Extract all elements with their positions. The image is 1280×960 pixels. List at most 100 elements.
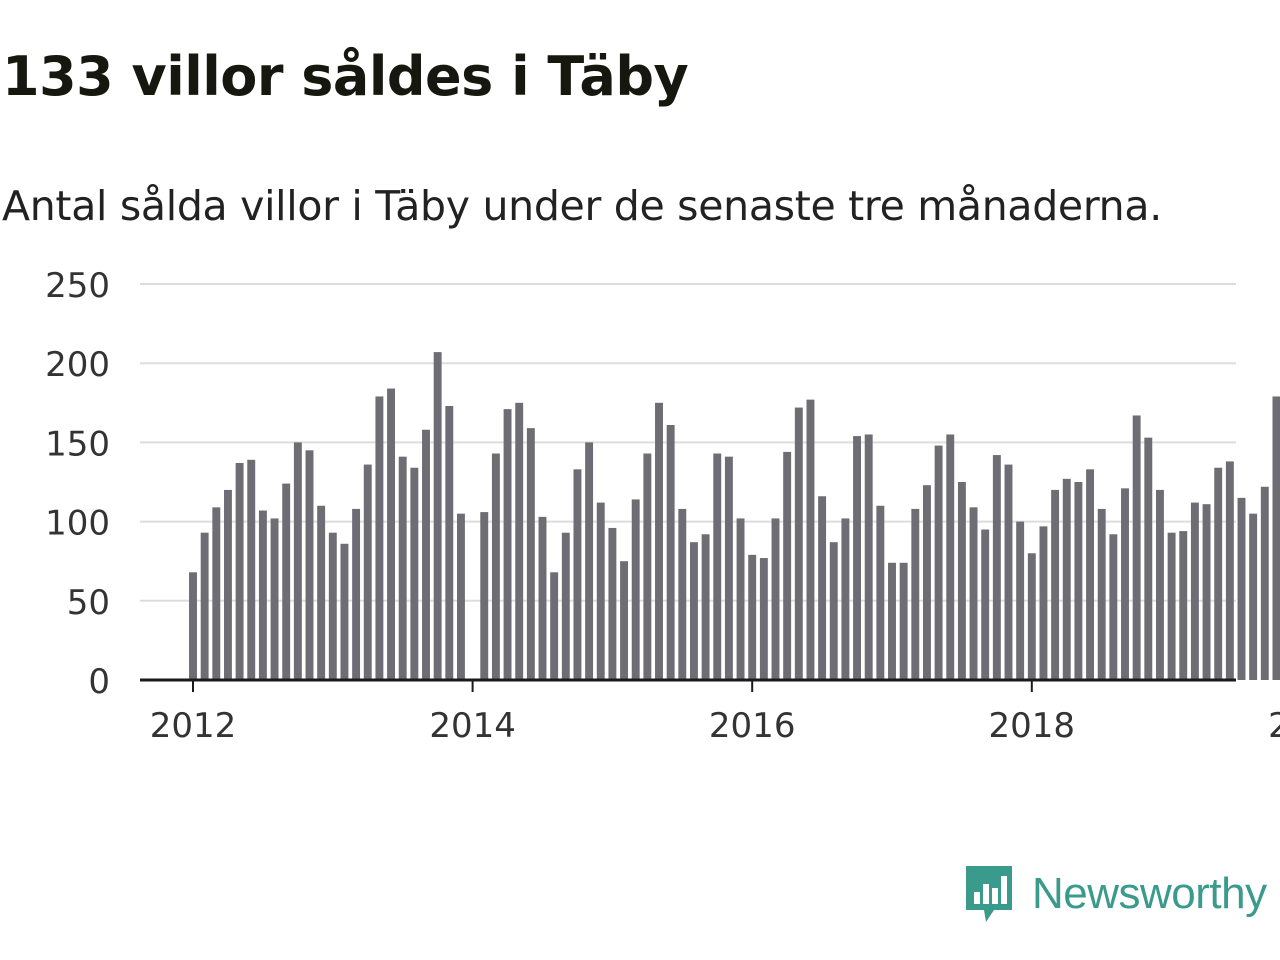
bar (678, 508, 687, 680)
bar (398, 456, 407, 680)
bar (1225, 461, 1234, 680)
bar (946, 434, 955, 680)
chart-title: 133 villor såldes i Täby (2, 45, 689, 108)
bar (631, 499, 640, 680)
bar (363, 464, 372, 680)
newsworthy-logo: Newsworthy (964, 864, 1267, 924)
bar (957, 482, 966, 680)
bar (1167, 532, 1176, 680)
bar (794, 407, 803, 680)
bar (445, 405, 454, 680)
x-tick-label: 2018 (989, 706, 1076, 746)
bar (433, 352, 442, 680)
x-tick-label: 2012 (150, 706, 237, 746)
bar (701, 534, 710, 680)
bar (724, 456, 733, 680)
bar (666, 424, 675, 680)
bar (189, 572, 197, 680)
bar (282, 483, 291, 680)
bar (585, 442, 594, 680)
bar (748, 554, 757, 680)
bar (1214, 467, 1223, 680)
bar (736, 518, 745, 680)
bar (771, 518, 780, 680)
bar (1016, 521, 1025, 680)
bar (1179, 531, 1188, 680)
bar (247, 459, 256, 680)
bar (375, 396, 384, 680)
bar (596, 502, 605, 680)
bar (491, 453, 500, 680)
newsworthy-logo-icon (966, 866, 1012, 922)
bar (573, 469, 582, 680)
bar (1121, 488, 1129, 680)
bar (503, 409, 512, 680)
bar (1237, 497, 1246, 680)
bar (1260, 486, 1269, 680)
bar (258, 510, 267, 680)
bar (1004, 464, 1013, 680)
bar (829, 542, 838, 680)
bar (526, 428, 535, 680)
bar (1272, 396, 1280, 680)
bar (1202, 504, 1211, 680)
bars (189, 352, 1280, 680)
bar (352, 508, 361, 680)
x-axis-ticks: 20122014201620182020202220242026 (150, 680, 1280, 746)
bar (340, 543, 349, 680)
y-tick-label: 200 (45, 345, 110, 385)
bar (550, 572, 559, 680)
bar (864, 434, 873, 680)
bar (911, 508, 920, 680)
bar (1051, 489, 1060, 680)
chart-subtitle: Antal sålda villor i Täby under de senas… (2, 182, 1162, 230)
bar (1144, 437, 1153, 680)
bar (783, 451, 792, 680)
bar (1132, 415, 1141, 680)
bar (608, 527, 617, 680)
bar (1109, 534, 1118, 680)
bar (1249, 513, 1258, 680)
bar (422, 429, 430, 680)
bar (806, 399, 815, 680)
bar (1027, 553, 1036, 680)
y-axis-ticks: 0 50 100 150 200 250 (45, 266, 110, 702)
bar (1074, 482, 1083, 680)
bar (1039, 526, 1048, 680)
bar (818, 496, 827, 680)
bar (1190, 502, 1199, 680)
bar (1097, 508, 1106, 680)
y-tick-label: 0 (88, 662, 110, 702)
bar (655, 402, 663, 680)
y-tick-label: 250 (45, 266, 110, 306)
bar (328, 532, 337, 680)
x-tick-label: 2016 (709, 706, 796, 746)
bar (1086, 469, 1095, 680)
bar (212, 507, 221, 680)
bar (270, 518, 279, 680)
bar (235, 462, 244, 680)
bar (456, 513, 465, 680)
bar (515, 402, 524, 680)
brand-name: Newsworthy (1032, 869, 1267, 918)
bar (876, 505, 885, 680)
bar (992, 455, 1001, 680)
bar (643, 453, 652, 680)
bar (1155, 489, 1164, 680)
bar (888, 562, 896, 680)
y-tick-label: 100 (45, 504, 110, 544)
y-tick-label: 50 (67, 583, 110, 623)
bar (759, 558, 768, 680)
bar (387, 388, 396, 680)
bar (981, 529, 990, 680)
bar (922, 485, 931, 680)
x-tick-label: 2014 (429, 706, 516, 746)
bar (305, 450, 314, 680)
bar (620, 561, 629, 680)
bar (841, 518, 850, 680)
bar (969, 507, 978, 680)
bar (934, 445, 943, 680)
bar (317, 505, 326, 680)
bar (410, 467, 419, 680)
